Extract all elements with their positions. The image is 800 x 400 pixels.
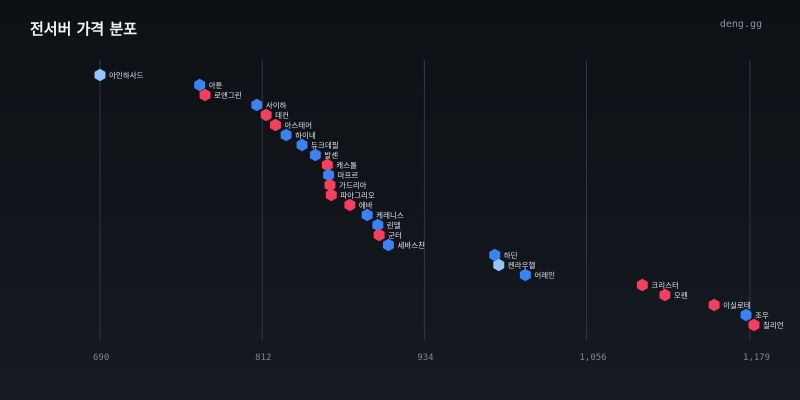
point-label: 발센 bbox=[324, 150, 338, 160]
data-point[interactable] bbox=[344, 198, 356, 212]
point-label: 크리스터 bbox=[651, 281, 679, 290]
data-point[interactable] bbox=[373, 228, 385, 242]
point-label: 어레인 bbox=[534, 270, 555, 280]
point-label: 세바스찬 bbox=[397, 240, 425, 250]
x-tick-label-4: 1,179 bbox=[743, 353, 770, 363]
point-label: 아스테어 bbox=[284, 120, 312, 130]
data-point[interactable] bbox=[659, 288, 671, 302]
data-point[interactable] bbox=[493, 258, 505, 272]
data-point[interactable] bbox=[260, 108, 272, 122]
point-label: 아인하사드 bbox=[109, 70, 144, 80]
data-point[interactable] bbox=[199, 88, 211, 102]
point-label: 이실로테 bbox=[723, 300, 751, 310]
data-point[interactable] bbox=[280, 128, 292, 142]
data-point[interactable] bbox=[489, 248, 501, 262]
data-point[interactable] bbox=[296, 138, 308, 152]
point-label: 듀크데필 bbox=[311, 140, 339, 150]
data-point[interactable] bbox=[321, 158, 333, 172]
x-tick-label-3: 1,056 bbox=[580, 353, 607, 363]
point-label: 조우 bbox=[755, 311, 769, 320]
data-point[interactable] bbox=[325, 188, 337, 202]
point-label: 아툰 bbox=[209, 80, 223, 90]
data-point[interactable] bbox=[748, 318, 760, 332]
x-tick-label-1: 812 bbox=[255, 353, 271, 363]
point-label: 캐스톨 bbox=[336, 161, 357, 170]
data-point[interactable] bbox=[372, 218, 384, 232]
point-label: 하이네 bbox=[295, 130, 316, 140]
data-point[interactable] bbox=[270, 118, 281, 132]
data-point[interactable] bbox=[194, 78, 206, 92]
point-label: 오렌 bbox=[674, 290, 688, 300]
x-tick-label-2: 934 bbox=[417, 353, 433, 363]
point-label: 칠리언 bbox=[763, 320, 784, 330]
point-label: 군터 bbox=[388, 231, 402, 240]
point-label: 데컨 bbox=[275, 110, 289, 120]
data-point[interactable] bbox=[708, 298, 720, 312]
brand-label: deng.gg bbox=[719, 19, 762, 30]
point-label: 케레니스 bbox=[376, 211, 404, 220]
point-label: 켄라우헬 bbox=[508, 260, 536, 270]
point-label: 파아그리오 bbox=[340, 190, 375, 200]
data-point[interactable] bbox=[382, 238, 394, 252]
point-label: 에바 bbox=[359, 200, 373, 210]
data-point[interactable] bbox=[324, 178, 336, 192]
point-label: 린델 bbox=[387, 220, 401, 230]
x-tick-label-0: 690 bbox=[93, 353, 109, 363]
data-point[interactable] bbox=[361, 208, 373, 222]
data-point[interactable] bbox=[309, 148, 321, 162]
data-point[interactable] bbox=[323, 168, 335, 182]
data-point[interactable] bbox=[636, 278, 648, 292]
data-point[interactable] bbox=[519, 268, 531, 282]
point-label: 마프르 bbox=[338, 171, 359, 180]
point-label: 가드리아 bbox=[339, 180, 367, 190]
point-label: 하딘 bbox=[504, 250, 518, 260]
point-label: 사이하 bbox=[266, 100, 287, 110]
point-label: 로엔그린 bbox=[214, 90, 242, 100]
data-point[interactable] bbox=[251, 98, 263, 112]
page-title: 전서버 가격 분포 bbox=[30, 20, 138, 38]
data-point[interactable] bbox=[94, 68, 106, 82]
data-point[interactable] bbox=[740, 308, 752, 322]
